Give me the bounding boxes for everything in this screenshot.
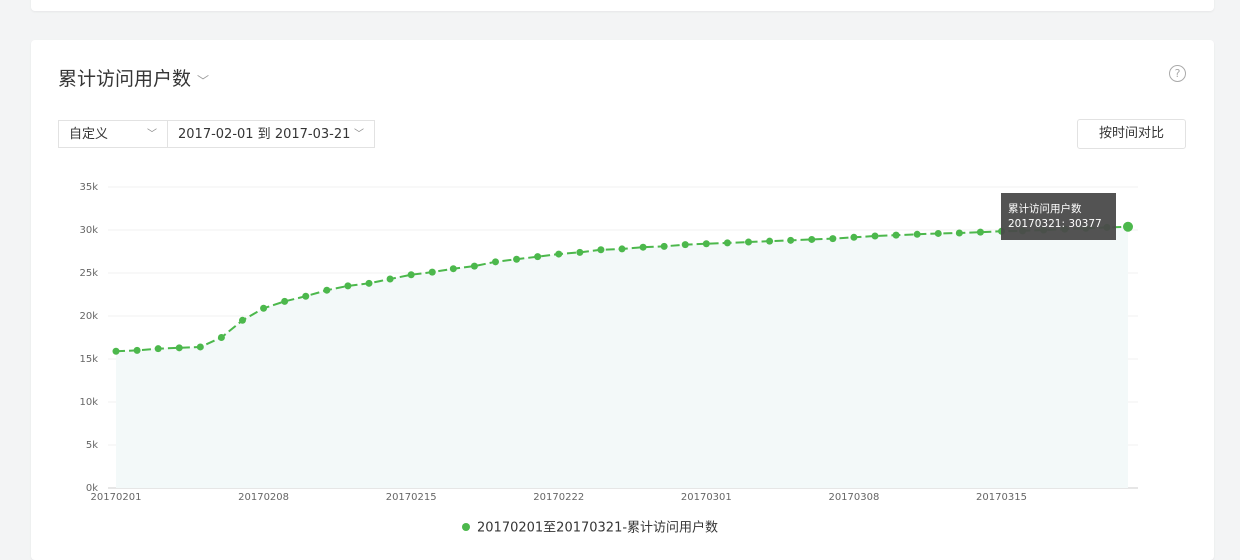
point — [892, 231, 900, 239]
y-tick-label: 5k — [86, 440, 98, 451]
point — [449, 265, 457, 273]
point — [239, 316, 246, 324]
y-tick-label: 20k — [79, 311, 98, 322]
point — [871, 232, 879, 240]
x-tick-label: 20170308 — [828, 492, 879, 503]
point — [723, 239, 731, 247]
point — [175, 344, 183, 352]
top-card — [31, 0, 1214, 11]
point — [766, 237, 774, 245]
x-tick-label: 20170301 — [681, 492, 732, 503]
card-title-text: 累计访问用户数 — [58, 68, 192, 90]
point — [365, 279, 373, 287]
point — [1123, 221, 1133, 232]
y-tick-label: 15k — [79, 354, 98, 365]
point — [492, 258, 499, 266]
x-tick-label: 20170315 — [976, 492, 1027, 503]
tooltip-label: 20170321: 30377 — [1008, 218, 1102, 230]
point — [702, 240, 710, 248]
x-tick-label: 20170222 — [533, 492, 584, 503]
point — [913, 230, 921, 238]
point — [576, 248, 584, 256]
x-tick-label: 20170208 — [238, 492, 289, 503]
point — [112, 347, 120, 355]
y-tick-label: 30k — [79, 225, 98, 236]
tooltip: 累计访问用户数 20170321: 30377 — [1001, 193, 1116, 240]
point — [428, 268, 436, 276]
point — [681, 241, 689, 249]
y-tick-label: 25k — [79, 268, 98, 279]
point — [534, 253, 542, 261]
legend-label: 20170201至20170321-累计访问用户数 — [477, 520, 718, 536]
point — [639, 243, 647, 251]
point — [513, 255, 521, 263]
point — [787, 236, 795, 244]
point — [850, 233, 858, 241]
point — [470, 262, 478, 270]
point — [281, 297, 289, 305]
point — [344, 282, 352, 290]
point — [934, 229, 942, 237]
date-range[interactable]: 2017-02-01 到 2017-03-21 ﹀ — [167, 120, 375, 148]
point — [745, 238, 752, 246]
point — [955, 229, 963, 237]
point — [260, 304, 268, 312]
point — [808, 235, 816, 243]
date-range-text: 2017-02-01 到 2017-03-21 — [178, 127, 351, 142]
point — [196, 343, 204, 351]
x-tick-label: 20170201 — [91, 492, 142, 503]
point — [618, 245, 626, 253]
range-select-text: 自定义 — [69, 127, 109, 142]
point — [154, 345, 162, 353]
point — [976, 228, 984, 236]
y-tick-label: 10k — [79, 397, 98, 408]
point — [217, 334, 225, 341]
x-tick-label: 20170215 — [386, 492, 437, 503]
point — [302, 292, 310, 300]
point — [386, 275, 394, 283]
point — [660, 242, 668, 250]
legend-item[interactable]: 20170201至20170321-累计访问用户数 — [462, 520, 718, 536]
y-tick-label: 0k — [86, 483, 98, 494]
area — [116, 226, 1128, 488]
y-tick-label: 35k — [79, 182, 98, 193]
card-title[interactable]: 累计访问用户数 ﹀ — [58, 68, 210, 90]
chart: 0k 5k 10k 15k 20k 25k 30k 35k 20170201 20170208 20… — [79, 182, 1138, 536]
point — [407, 271, 415, 279]
point — [133, 346, 141, 354]
page: 累计访问用户数 ﹀ ? 自定义 ﹀ 2017-02-01 到 2017-03-21 ﹀… — [31, 0, 1214, 560]
help-icon[interactable]: ? — [1169, 65, 1186, 82]
tooltip-title: 累计访问用户数 — [1008, 202, 1082, 215]
point — [555, 250, 563, 258]
compare-button[interactable]: 按时间对比 — [1077, 119, 1186, 149]
legend-dot — [462, 523, 470, 531]
point — [829, 235, 837, 243]
tooltip-box — [1001, 193, 1116, 240]
point — [597, 246, 605, 254]
point — [323, 286, 331, 294]
